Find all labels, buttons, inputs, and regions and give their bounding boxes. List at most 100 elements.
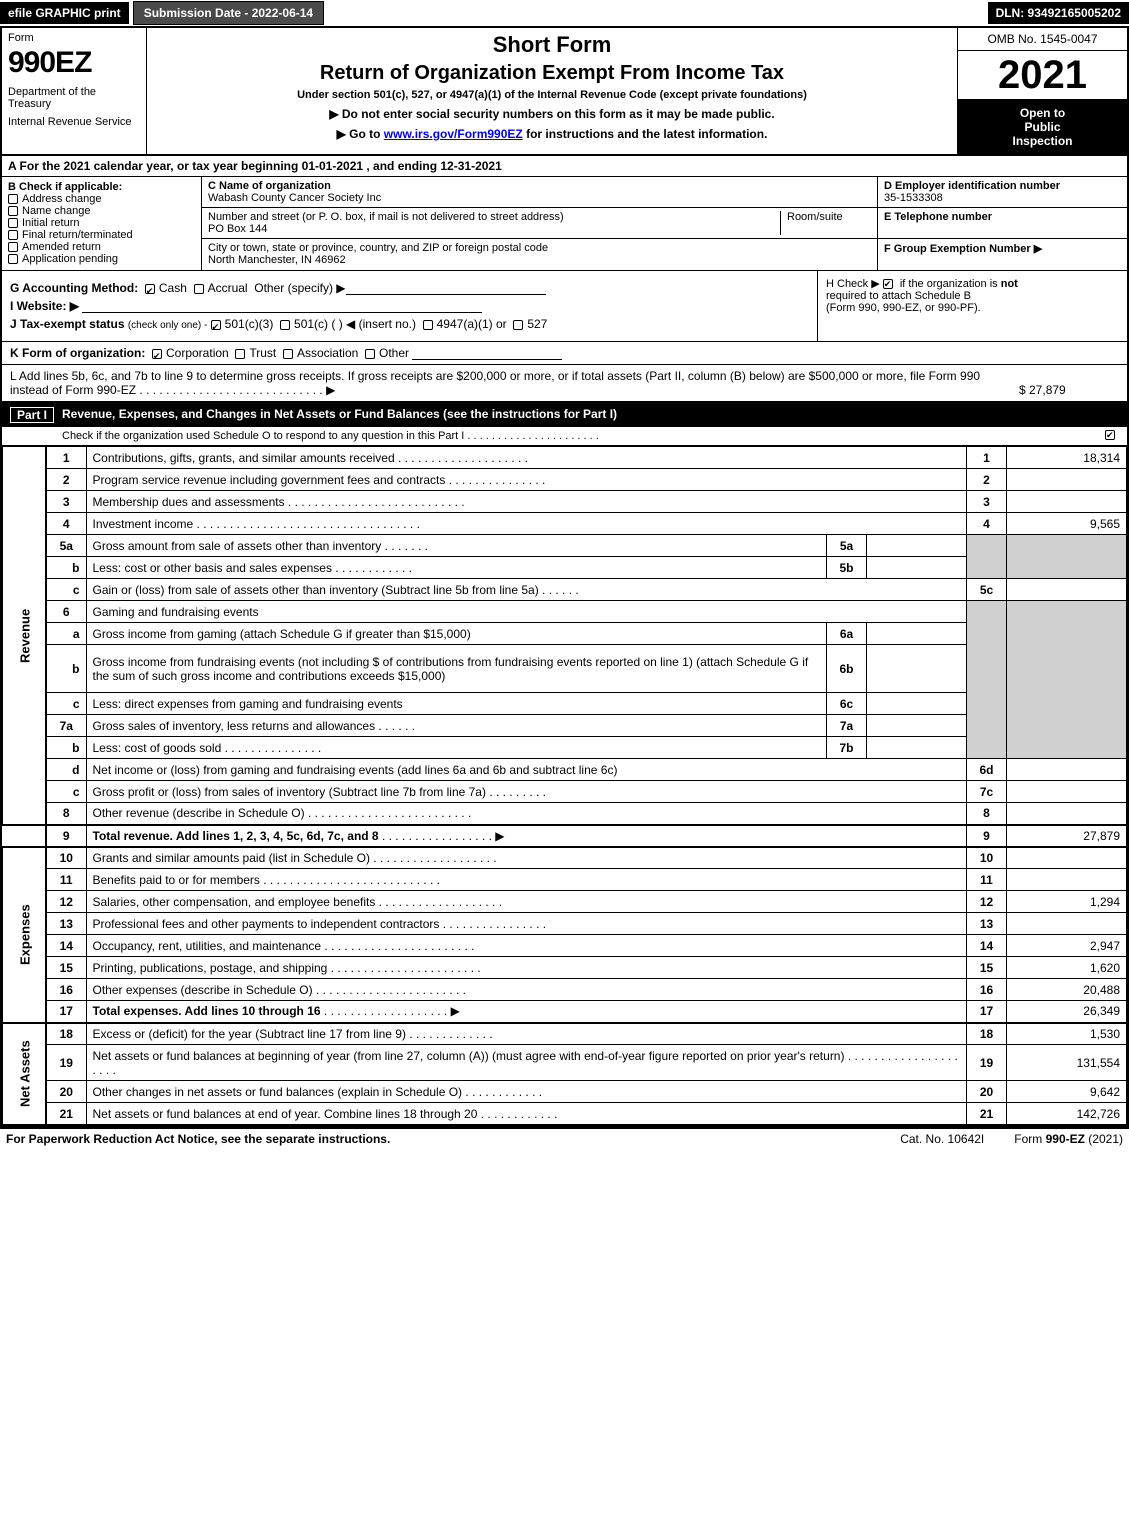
- i-website: I Website: ▶: [10, 299, 809, 313]
- line-num: 7a: [46, 715, 86, 737]
- submission-date: Submission Date - 2022-06-14: [133, 1, 324, 25]
- form-number: 990EZ: [8, 46, 140, 80]
- line-ref: 9: [967, 825, 1007, 847]
- line-desc: Gaming and fundraising events: [86, 601, 967, 623]
- b-opt-5: Application pending: [8, 253, 195, 265]
- instr2-pre: ▶ Go to: [337, 127, 384, 141]
- checkbox-icon[interactable]: [365, 349, 375, 359]
- l-text: L Add lines 5b, 6c, and 7b to line 9 to …: [10, 369, 1019, 397]
- b-opt-1-label: Name change: [22, 205, 91, 217]
- checkbox-icon[interactable]: [8, 194, 18, 204]
- line-val: 9,565: [1007, 513, 1127, 535]
- table-row: 4 Investment income . . . . . . . . . . …: [3, 513, 1127, 535]
- checkbox-icon[interactable]: [211, 320, 221, 330]
- line-num: b: [46, 557, 86, 579]
- checkbox-icon[interactable]: [8, 242, 18, 252]
- shaded-cell: [967, 601, 1007, 759]
- dept-irs: Internal Revenue Service: [8, 116, 140, 128]
- tax-year: 2021: [958, 51, 1127, 100]
- line-num: c: [46, 693, 86, 715]
- d-group-label: F Group Exemption Number ▶: [884, 242, 1121, 255]
- main-title: Return of Organization Exempt From Incom…: [155, 62, 949, 85]
- line-ref: 3: [967, 491, 1007, 513]
- line-desc: Gross income from gaming (attach Schedul…: [86, 623, 827, 645]
- checkbox-icon[interactable]: [8, 254, 18, 264]
- dln-label: DLN: 93492165005202: [988, 2, 1129, 24]
- checkbox-icon[interactable]: [883, 279, 893, 289]
- line-num: 18: [46, 1023, 86, 1045]
- b-opt-4-label: Amended return: [22, 241, 101, 253]
- line-val: [1007, 847, 1127, 869]
- part-1-sub: Check if the organization used Schedule …: [2, 427, 1127, 446]
- line-num: a: [46, 623, 86, 645]
- line-desc: Occupancy, rent, utilities, and maintena…: [86, 935, 967, 957]
- section-bcdef: B Check if applicable: Address change Na…: [2, 177, 1127, 271]
- checkbox-icon[interactable]: [152, 349, 162, 359]
- table-row: c Gross profit or (loss) from sales of i…: [3, 781, 1127, 803]
- d-tel-label: E Telephone number: [884, 211, 1121, 223]
- line-desc: Less: direct expenses from gaming and fu…: [86, 693, 827, 715]
- inner-val: [867, 557, 967, 579]
- shaded-cell: [1007, 535, 1127, 579]
- checkbox-icon[interactable]: [8, 218, 18, 228]
- line-desc: Less: cost or other basis and sales expe…: [86, 557, 827, 579]
- d-tel: E Telephone number: [878, 208, 1127, 239]
- footer-form-num: 990-EZ: [1046, 1132, 1085, 1146]
- irs-link[interactable]: www.irs.gov/Form990EZ: [384, 127, 523, 141]
- inner-ref: 7b: [827, 737, 867, 759]
- footer-form-pre: Form: [1014, 1132, 1045, 1146]
- line-ref: 19: [967, 1045, 1007, 1081]
- inner-val: [867, 715, 967, 737]
- checkbox-icon[interactable]: [513, 320, 523, 330]
- line-val: [1007, 869, 1127, 891]
- checkbox-icon[interactable]: [1105, 430, 1115, 440]
- line-ref: 12: [967, 891, 1007, 913]
- c-room-label: Room/suite: [781, 211, 871, 235]
- line-desc: Printing, publications, postage, and shi…: [86, 957, 967, 979]
- checkbox-icon[interactable]: [194, 284, 204, 294]
- line-desc: Salaries, other compensation, and employ…: [86, 891, 967, 913]
- instruction-1: ▶ Do not enter social security numbers o…: [155, 107, 949, 121]
- efile-label: efile GRAPHIC print: [0, 2, 129, 24]
- j-label: J Tax-exempt status: [10, 317, 125, 331]
- table-row: c Less: direct expenses from gaming and …: [3, 693, 1127, 715]
- row-k: K Form of organization: Corporation Trus…: [2, 342, 1127, 365]
- table-row: Net Assets 18 Excess or (deficit) for th…: [3, 1023, 1127, 1045]
- header-right: OMB No. 1545-0047 2021 Open to Public In…: [957, 28, 1127, 154]
- checkbox-icon[interactable]: [283, 349, 293, 359]
- row-a-period: A For the 2021 calendar year, or tax yea…: [2, 156, 1127, 177]
- line-ref: 2: [967, 469, 1007, 491]
- b-opt-2-label: Initial return: [22, 217, 79, 229]
- line-ref: 21: [967, 1103, 1007, 1125]
- checkbox-icon[interactable]: [8, 206, 18, 216]
- instruction-2: ▶ Go to www.irs.gov/Form990EZ for instru…: [155, 127, 949, 141]
- k-other: Other: [379, 346, 409, 360]
- line-val: 1,294: [1007, 891, 1127, 913]
- col-b: B Check if applicable: Address change Na…: [2, 177, 202, 270]
- checkbox-icon[interactable]: [423, 320, 433, 330]
- table-row: 11 Benefits paid to or for members . . .…: [3, 869, 1127, 891]
- section-gh: G Accounting Method: Cash Accrual Other …: [2, 271, 1127, 342]
- checkbox-icon[interactable]: [8, 230, 18, 240]
- c-city-label: City or town, state or province, country…: [208, 242, 871, 254]
- i-label: I Website: ▶: [10, 299, 79, 313]
- table-row: Expenses 10 Grants and similar amounts p…: [3, 847, 1127, 869]
- table-row: Revenue 1 Contributions, gifts, grants, …: [3, 447, 1127, 469]
- line-desc: Grants and similar amounts paid (list in…: [86, 847, 967, 869]
- k-trust: Trust: [249, 346, 276, 360]
- checkbox-icon[interactable]: [145, 284, 155, 294]
- inner-val: [867, 737, 967, 759]
- checkbox-icon[interactable]: [235, 349, 245, 359]
- d-ein-label: D Employer identification number: [884, 180, 1121, 192]
- table-row: 16 Other expenses (describe in Schedule …: [3, 979, 1127, 1001]
- shaded-cell: [1007, 601, 1127, 759]
- line-desc: Membership dues and assessments . . . . …: [86, 491, 967, 513]
- top-bar: efile GRAPHIC print Submission Date - 20…: [0, 0, 1129, 26]
- j-4947: 4947(a)(1) or: [437, 317, 507, 331]
- table-row: 8 Other revenue (describe in Schedule O)…: [3, 803, 1127, 825]
- line-num: 8: [46, 803, 86, 825]
- checkbox-icon[interactable]: [280, 320, 290, 330]
- col-h: H Check ▶ if the organization is not req…: [817, 271, 1127, 341]
- inner-val: [867, 645, 967, 693]
- line-desc: Gross amount from sale of assets other t…: [86, 535, 827, 557]
